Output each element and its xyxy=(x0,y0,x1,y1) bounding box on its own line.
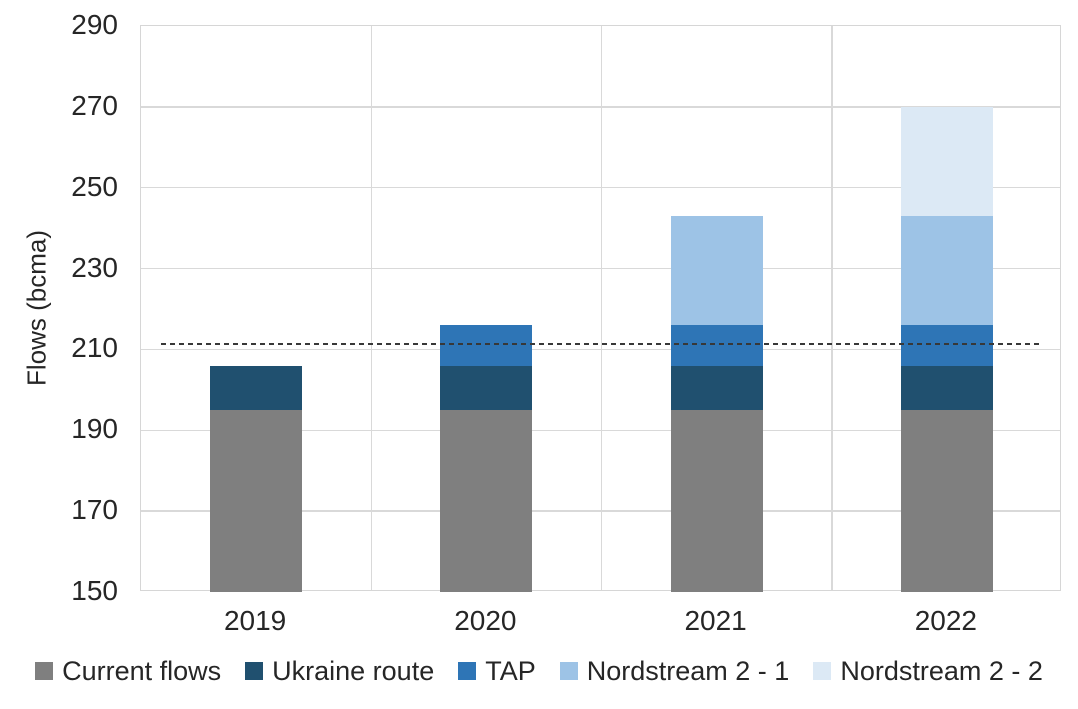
x-tick-label: 2021 xyxy=(684,605,747,636)
legend-swatch-icon xyxy=(35,662,54,680)
bar-segment-current-flows xyxy=(210,410,303,592)
legend-swatch-icon xyxy=(245,662,264,680)
reference-dashed-line xyxy=(161,343,1039,346)
legend-label: Current flows xyxy=(62,656,222,686)
legend-swatch-icon xyxy=(458,662,477,680)
legend: Current flows Ukraine route TAP Nordstream … xyxy=(0,656,1078,686)
bar-segment-ukraine-route xyxy=(440,365,533,411)
x-tick-label: 2022 xyxy=(914,605,978,636)
bar-segment-ukraine-route xyxy=(670,365,763,411)
y-tick-label: 150 xyxy=(71,575,118,606)
legend-item-ukraine-route: Ukraine route xyxy=(245,656,434,686)
x-tick-label: 2020 xyxy=(454,605,517,636)
y-tick-label: 250 xyxy=(71,170,118,202)
bar-segment-nordstream-2-2 xyxy=(900,106,993,216)
bar-segment-ukraine-route xyxy=(900,365,993,411)
legend-item-current-flows: Current flows xyxy=(35,656,221,686)
y-tick-label: 170 xyxy=(71,494,118,526)
vertical-gridline xyxy=(370,26,372,590)
legend-item-nordstream-2-2: Nordstream 2 - 2 xyxy=(813,656,1043,686)
legend-label: Nordstream 2 - 2 xyxy=(840,656,1043,686)
bar-segment-nordstream-2-1 xyxy=(900,216,993,326)
y-tick-label: 210 xyxy=(71,332,118,364)
y-tick-label: 190 xyxy=(71,413,118,445)
legend-swatch-icon xyxy=(559,662,578,680)
bar-segment-nordstream-2-1 xyxy=(670,216,763,326)
vertical-gridline xyxy=(600,26,603,590)
bar-segment-ukraine-route xyxy=(210,365,303,411)
legend-item-nordstream-2-1: Nordstream 2 - 1 xyxy=(559,656,790,686)
x-tick-label: 2019 xyxy=(223,605,287,636)
bar-segment-current-flows xyxy=(670,410,763,592)
legend-label: Nordstream 2 - 1 xyxy=(586,656,790,686)
legend-label: Ukraine route xyxy=(272,656,435,686)
bar-segment-current-flows xyxy=(900,410,993,592)
horizontal-gridline xyxy=(141,429,1060,432)
legend-item-tap: TAP xyxy=(458,656,536,686)
plot-area xyxy=(140,25,1061,592)
y-tick-label: 290 xyxy=(71,9,118,40)
bar-segment-current-flows xyxy=(440,410,533,592)
horizontal-gridline xyxy=(141,186,1060,189)
horizontal-gridline xyxy=(141,348,1060,351)
legend-swatch-icon xyxy=(813,662,832,680)
horizontal-gridline xyxy=(141,510,1060,512)
vertical-gridline xyxy=(831,26,833,590)
legend-label: TAP xyxy=(485,656,536,686)
horizontal-gridline xyxy=(141,106,1060,108)
y-tick-label: 270 xyxy=(71,89,118,121)
y-tick-label: 230 xyxy=(71,251,118,283)
horizontal-gridline xyxy=(141,267,1060,270)
